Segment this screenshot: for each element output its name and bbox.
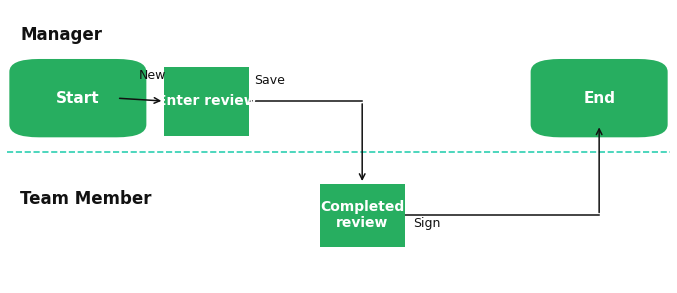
Text: Sign: Sign xyxy=(413,217,440,230)
Text: Save: Save xyxy=(254,74,285,86)
FancyBboxPatch shape xyxy=(9,59,146,137)
FancyBboxPatch shape xyxy=(531,59,668,137)
Text: Team Member: Team Member xyxy=(20,190,152,208)
Bar xyxy=(320,184,405,247)
Text: Completed
review: Completed review xyxy=(320,200,404,231)
Bar xyxy=(164,67,249,135)
Text: End: End xyxy=(583,91,615,106)
Text: Enter review: Enter review xyxy=(156,94,257,108)
Text: Manager: Manager xyxy=(20,26,102,44)
Text: Start: Start xyxy=(56,91,100,106)
Text: New: New xyxy=(139,69,166,82)
